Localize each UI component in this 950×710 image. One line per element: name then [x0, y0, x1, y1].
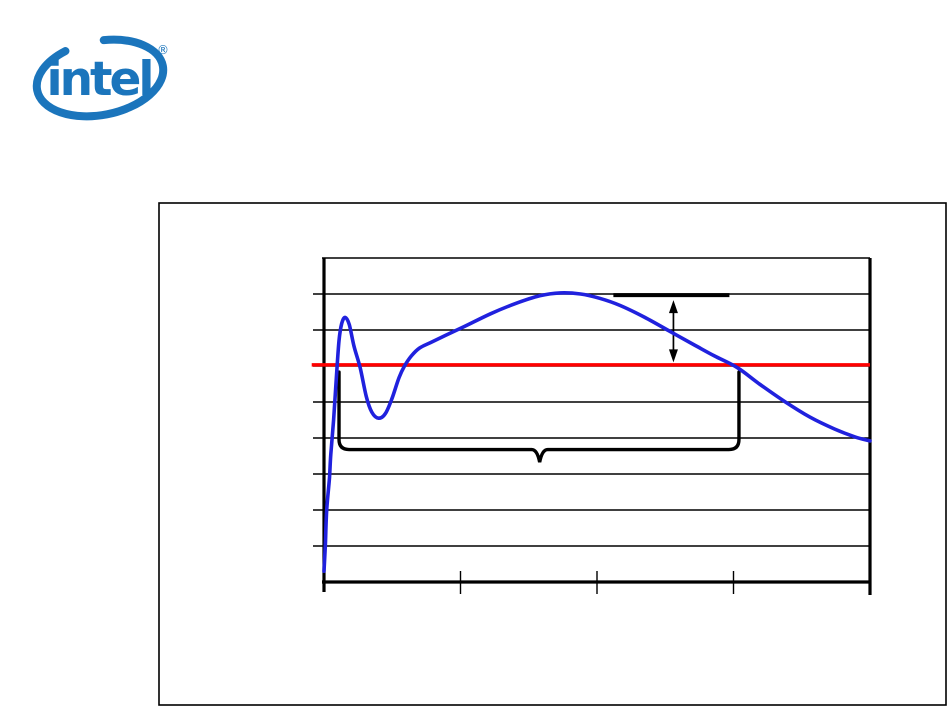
- arrowhead-down-icon: [668, 349, 678, 363]
- arrowhead-up-icon: [668, 300, 678, 314]
- overshoot-waveform-figure: [158, 202, 947, 706]
- signal-waveform-curve: [322, 291, 872, 573]
- duration-brace: [337, 370, 741, 463]
- intel-logo: intel ®: [32, 35, 169, 121]
- intel-logo-oval: [32, 35, 168, 121]
- registered-mark-icon: ®: [157, 43, 169, 57]
- intel-logo-text: intel: [46, 52, 151, 107]
- figure-border: [158, 202, 947, 706]
- waveform-chart: [311, 257, 872, 595]
